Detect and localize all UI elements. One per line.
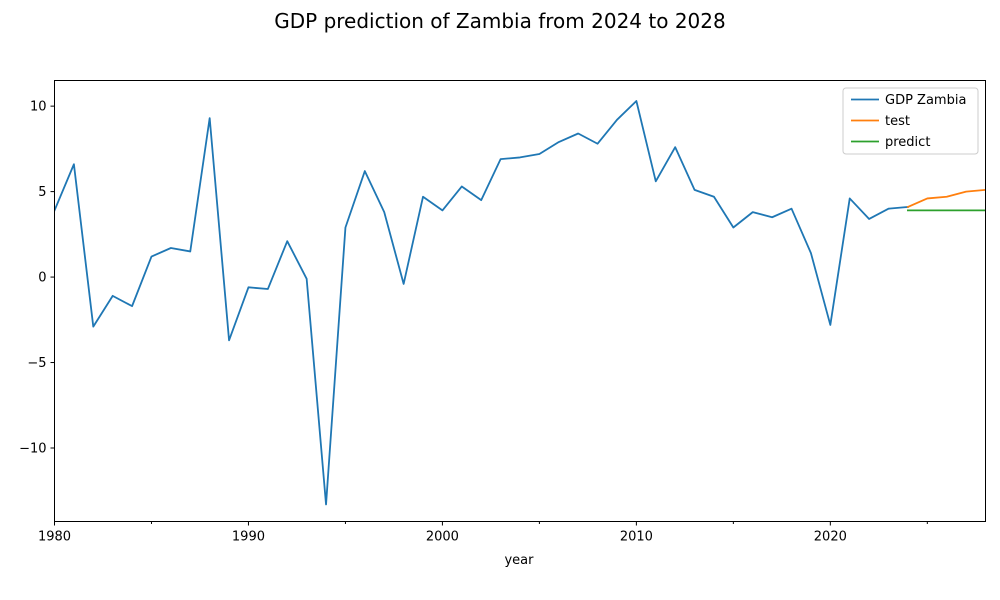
series-line-test	[906, 188, 986, 209]
y-tick-label-4: 10	[30, 100, 47, 115]
chart-title: GDP prediction of Zambia from 2024 to 20…	[274, 9, 725, 33]
x-tick-label-1980: 1980	[38, 530, 71, 545]
plot-frame	[54, 80, 986, 522]
y-tick-label-0: −10	[19, 442, 46, 457]
legend-label-gdp-zambia: GDP Zambia	[885, 93, 966, 108]
y-tick-label-2: 0	[38, 271, 46, 286]
y-axis: −10 −5 0 5 10	[19, 100, 55, 457]
y-tick-label-1: −5	[27, 356, 46, 371]
x-axis: 1980 1990 2000 2010 2020	[38, 521, 928, 545]
x-tick-label-2010: 2010	[620, 530, 653, 545]
legend-box	[842, 87, 979, 155]
y-tick-label-3: 5	[38, 185, 46, 200]
x-tick-label-1990: 1990	[232, 530, 265, 545]
legend-label-test: test	[885, 114, 910, 129]
legend: GDP Zambia test predict	[842, 87, 979, 155]
x-tick-label-2020: 2020	[814, 530, 847, 545]
series-line-gdp-zambia	[54, 100, 909, 506]
legend-label-predict: predict	[885, 135, 930, 150]
plot-area	[54, 100, 986, 506]
x-tick-label-2000: 2000	[426, 530, 459, 545]
x-axis-label: year	[504, 553, 534, 568]
